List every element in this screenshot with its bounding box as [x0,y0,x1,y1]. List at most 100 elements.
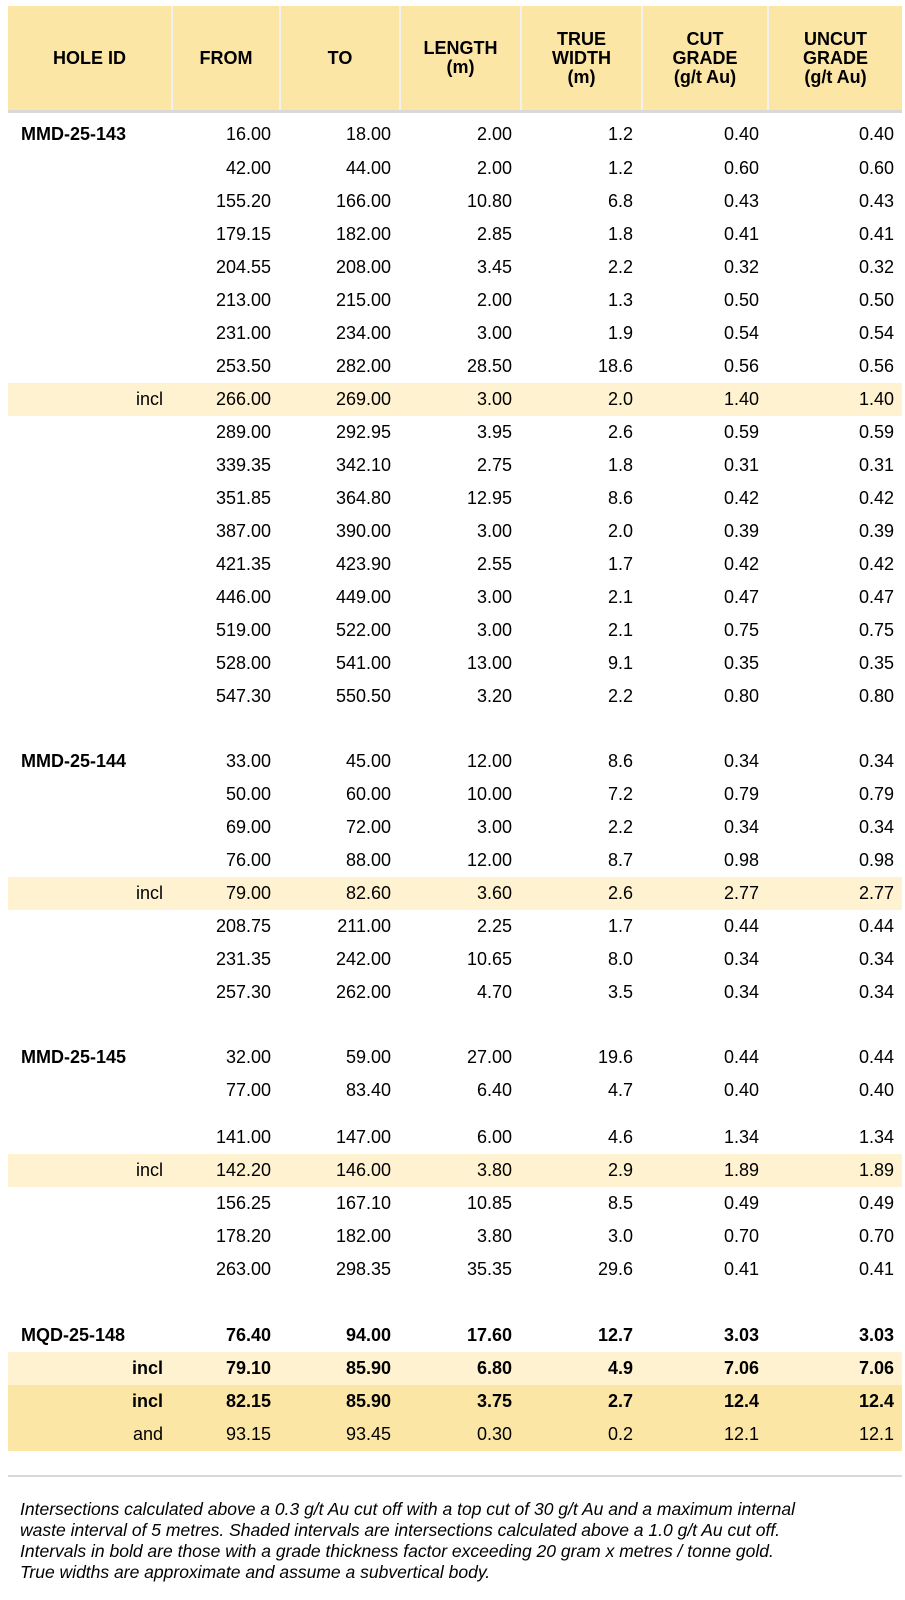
cell-cut-grade: 0.40 [723,1080,759,1100]
cell-to: 59.00 [345,1047,391,1067]
table-row: MMD-25-145 32.00 59.00 27.00 19.6 0.44 0.44 [8,1041,902,1074]
table-row: and 93.15 93.45 0.30 0.2 12.1 12.1 [8,1418,902,1451]
cell-true-width: 19.6 [597,1047,633,1067]
cell-to: 18.00 [345,124,391,144]
cell-from: 32.00 [225,1047,271,1067]
cell-length: 10.85 [466,1193,512,1213]
cell-uncut-grade: 2.77 [858,883,894,903]
cell-cut-grade: 0.60 [723,158,759,178]
cell-cut-grade: 0.50 [723,290,759,310]
cell-cut-grade: 0.42 [723,554,759,574]
cell-true-width: 1.7 [607,916,633,936]
cell-length: 3.45 [476,257,512,277]
cell-true-width: 6.8 [607,191,633,211]
cell-to: 298.35 [335,1259,391,1279]
cell-from: 69.00 [225,817,271,837]
cell-to: 390.00 [335,521,391,541]
cell-uncut-grade: 0.41 [858,1259,894,1279]
cell-length: 6.40 [476,1080,512,1100]
cell-from: 50.00 [225,784,271,804]
cell-from: 266.00 [215,389,271,409]
cell-from: 179.15 [215,224,271,244]
cell-from: 79.00 [225,883,271,903]
cell-true-width: 0.2 [607,1424,633,1444]
cell-length: 3.80 [476,1160,512,1180]
cell-cut-grade: 0.43 [723,191,759,211]
cell-to: 208.00 [335,257,391,277]
cell-hole-id: MMD-25-145 [21,1047,127,1067]
cell-length: 3.00 [476,620,512,640]
cell-uncut-grade: 0.39 [858,521,894,541]
cell-from: 339.35 [215,455,271,475]
header-to: TO [281,6,401,110]
cell-from: 76.40 [225,1325,271,1345]
cell-uncut-grade: 0.56 [858,356,894,376]
cell-length: 10.80 [466,191,512,211]
cell-uncut-grade: 0.41 [858,224,894,244]
cell-true-width: 2.2 [607,257,633,277]
cell-to: 449.00 [335,587,391,607]
cell-true-width: 2.1 [607,587,633,607]
table-row: MQD-25-148 76.40 94.00 17.60 12.7 3.03 3.03 [8,1319,902,1352]
cell-sub-interval-label: and [132,1424,163,1444]
cell-true-width: 2.6 [607,422,633,442]
cell-from: 421.35 [215,554,271,574]
cell-to: 292.95 [335,422,391,442]
cell-uncut-grade: 0.40 [858,1080,894,1100]
cell-true-width: 2.1 [607,620,633,640]
cell-from: 178.20 [215,1226,271,1246]
table-row: 155.20 166.00 10.80 6.8 0.43 0.43 [8,185,902,218]
cell-to: 342.10 [335,455,391,475]
cell-to: 60.00 [345,784,391,804]
table-row: 547.30 550.50 3.20 2.2 0.80 0.80 [8,680,902,713]
cell-cut-grade: 0.31 [723,455,759,475]
cell-true-width: 8.5 [607,1193,633,1213]
cell-true-width: 29.6 [597,1259,633,1279]
cell-uncut-grade: 0.34 [858,751,894,771]
cell-uncut-grade: 0.98 [858,850,894,870]
cell-uncut-grade: 0.44 [858,1047,894,1067]
cell-cut-grade: 0.80 [723,686,759,706]
cell-uncut-grade: 0.60 [858,158,894,178]
table-row: 156.25 167.10 10.85 8.5 0.49 0.49 [8,1187,902,1220]
cell-to: 242.00 [335,949,391,969]
cell-uncut-grade: 0.40 [858,124,894,144]
cell-from: 387.00 [215,521,271,541]
cell-to: 262.00 [335,982,391,1002]
cell-length: 3.75 [476,1391,512,1411]
table-row: 179.15 182.00 2.85 1.8 0.41 0.41 [8,218,902,251]
cell-cut-grade: 0.49 [723,1193,759,1213]
cell-true-width: 9.1 [607,653,633,673]
cell-true-width: 2.7 [607,1391,633,1411]
cell-to: 167.10 [335,1193,391,1213]
cell-cut-grade: 7.06 [723,1358,759,1378]
cell-sub-interval-label: incl [135,389,163,409]
cell-from: 93.15 [225,1424,271,1444]
cell-uncut-grade: 7.06 [858,1358,894,1378]
cell-cut-grade: 0.34 [723,982,759,1002]
cell-uncut-grade: 12.1 [858,1424,894,1444]
cell-uncut-grade: 0.47 [858,587,894,607]
footnote-line: Intersections calculated above a 0.3 g/t… [20,1499,795,1519]
cell-uncut-grade: 0.59 [858,422,894,442]
cell-to: 269.00 [335,389,391,409]
cell-true-width: 7.2 [607,784,633,804]
cell-from: 446.00 [215,587,271,607]
cell-true-width: 8.6 [607,751,633,771]
cell-true-width: 2.2 [607,817,633,837]
cell-cut-grade: 0.40 [723,124,759,144]
cell-length: 10.00 [466,784,512,804]
cell-length: 2.00 [476,124,512,144]
cell-to: 182.00 [335,1226,391,1246]
cell-length: 13.00 [466,653,512,673]
cell-length: 35.35 [466,1259,512,1279]
table-row: MMD-25-144 33.00 45.00 12.00 8.6 0.34 0.34 [8,745,902,778]
cell-from: 77.00 [225,1080,271,1100]
table-row: 351.85 364.80 12.95 8.6 0.42 0.42 [8,482,902,515]
cell-cut-grade: 0.41 [723,224,759,244]
table-row: incl 79.00 82.60 3.60 2.6 2.77 2.77 [8,877,902,910]
cell-length: 3.00 [476,521,512,541]
cell-from: 231.00 [215,323,271,343]
cell-length: 3.00 [476,817,512,837]
